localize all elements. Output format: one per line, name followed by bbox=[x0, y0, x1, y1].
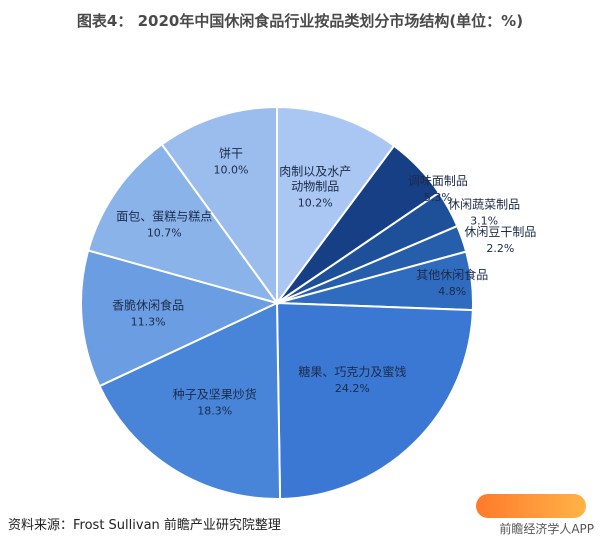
slice-value-label: 10.7% bbox=[147, 227, 182, 240]
watermark-badge bbox=[476, 494, 586, 518]
pie-slice bbox=[86, 142, 280, 305]
slice-value-label: 10.0% bbox=[214, 163, 249, 176]
pie-slices bbox=[80, 105, 474, 500]
slice-value-label: 18.3% bbox=[197, 405, 232, 418]
pie-slice bbox=[160, 105, 278, 307]
slice-label: 休闲豆干制品 bbox=[464, 225, 536, 239]
pie-slice bbox=[80, 249, 280, 388]
slice-label: 休闲蔬菜制品 bbox=[448, 198, 520, 212]
slice-label: 糖果、巧克力及蜜饯 bbox=[298, 364, 406, 379]
slice-value-label: 3.1% bbox=[470, 215, 498, 228]
slice-label: 其他休闲食品 bbox=[416, 267, 488, 282]
slice-label: 肉制以及水产动物制品 bbox=[279, 165, 351, 194]
source-note: 资料来源：Frost Sullivan 前瞻产业研究院整理 bbox=[8, 518, 281, 533]
chart-title: 图表4： 2020年中国休闲食品行业按品类划分市场结构(单位：%) bbox=[76, 12, 524, 30]
pie-chart: 肉制以及水产动物制品 10.2% 调味面制品 5.3%休闲蔬菜制品 3.1%休闲豆干制品… bbox=[80, 105, 536, 500]
brand-label: 前瞻经济学人APP bbox=[499, 522, 594, 536]
slice-value-label: 5.3% bbox=[424, 191, 452, 204]
slice-value-label: 4.8% bbox=[438, 285, 466, 298]
pie-slice bbox=[276, 105, 396, 307]
slice-value-label: 11.3% bbox=[131, 316, 166, 329]
slice-label: 种子及坚果炒货 bbox=[173, 387, 257, 402]
pie-labels: 肉制以及水产动物制品 10.2% 调味面制品 5.3%休闲蔬菜制品 3.1%休闲豆干制品… bbox=[112, 146, 536, 417]
slice-value-label: 10.2% bbox=[298, 197, 333, 210]
pie-slice bbox=[275, 301, 474, 500]
pie-slice bbox=[98, 301, 282, 500]
slice-label: 香脆休闲食品 bbox=[112, 298, 184, 313]
slice-value-label: 24.2% bbox=[335, 382, 370, 395]
slice-label: 面包、蛋糕与糕点 bbox=[116, 210, 212, 224]
slice-value-label: 2.2% bbox=[486, 242, 514, 255]
slice-label: 饼干 bbox=[219, 146, 243, 160]
slice-label: 调味面制品 bbox=[408, 174, 468, 188]
